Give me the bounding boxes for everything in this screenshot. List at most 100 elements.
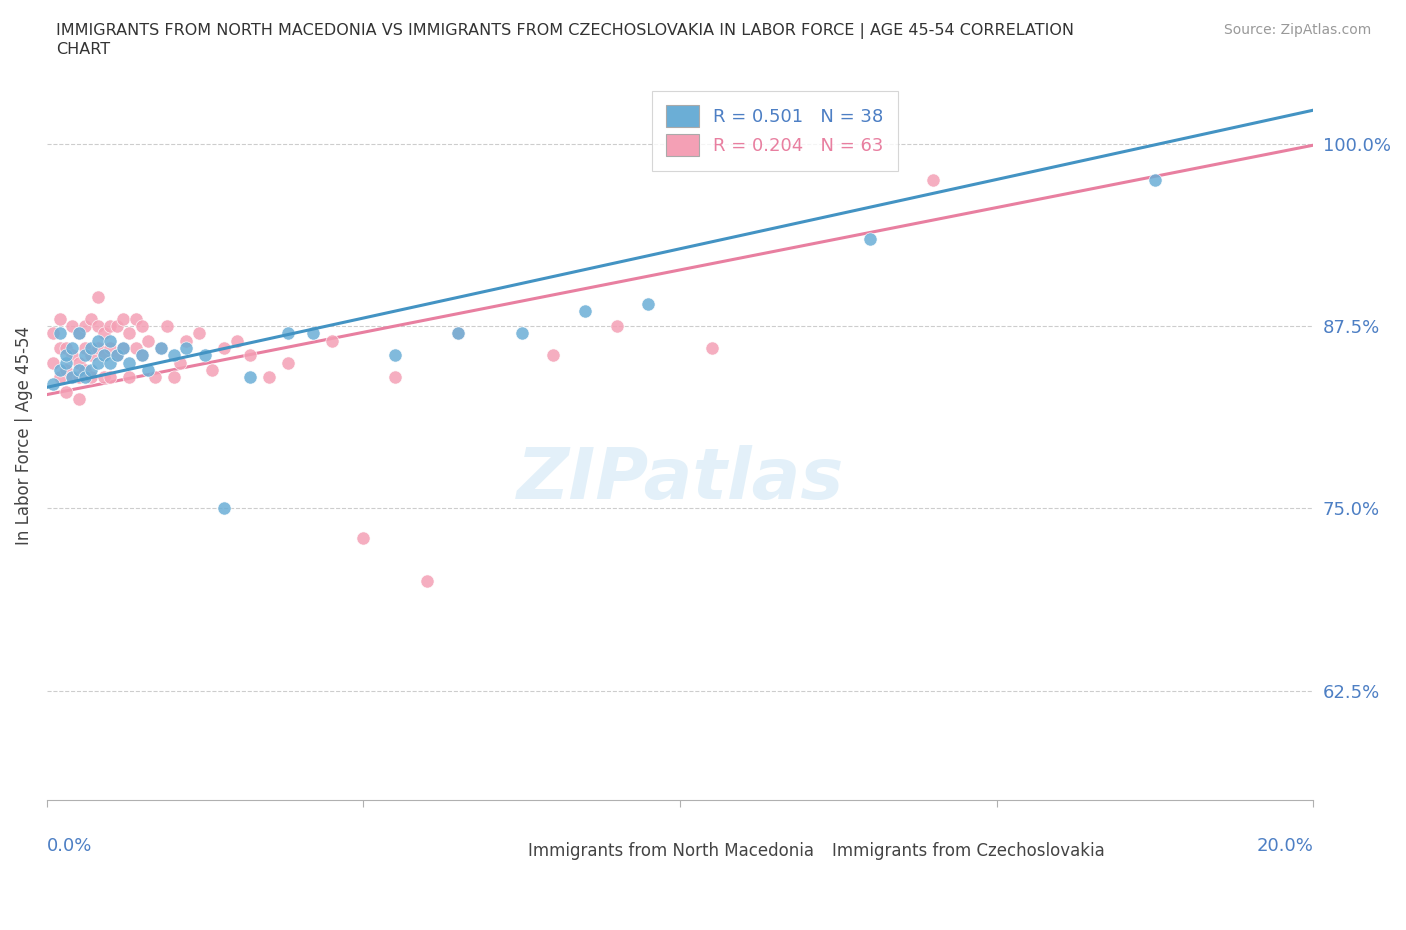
Point	[276, 326, 298, 340]
Point	[67, 392, 90, 406]
Point	[55, 363, 77, 378]
Point	[124, 312, 146, 326]
Point	[80, 363, 103, 378]
Point	[447, 326, 470, 340]
Point	[98, 333, 121, 348]
Legend: R = 0.501   N = 38, R = 0.204   N = 63: R = 0.501 N = 38, R = 0.204 N = 63	[652, 91, 898, 171]
Point	[124, 340, 146, 355]
Point	[162, 348, 184, 363]
Point	[67, 355, 90, 370]
Point	[98, 355, 121, 370]
Point	[637, 297, 659, 312]
Point	[55, 340, 77, 355]
Point	[321, 333, 343, 348]
Point	[136, 363, 159, 378]
Point	[55, 355, 77, 370]
Point	[86, 289, 108, 304]
Point	[416, 574, 439, 589]
Point	[73, 369, 96, 384]
Point	[93, 348, 115, 363]
Point	[859, 231, 882, 246]
Point	[118, 369, 141, 384]
Point	[922, 173, 945, 188]
Point	[510, 326, 533, 340]
Text: Source: ZipAtlas.com: Source: ZipAtlas.com	[1223, 23, 1371, 37]
Point	[60, 348, 83, 363]
Point	[143, 369, 166, 384]
Point	[384, 369, 406, 384]
Point	[86, 319, 108, 334]
Point	[225, 333, 247, 348]
Point	[80, 312, 103, 326]
Point	[67, 326, 90, 340]
Point	[162, 369, 184, 384]
Text: CHART: CHART	[56, 42, 110, 57]
Point	[131, 348, 153, 363]
Point	[574, 304, 596, 319]
Point	[131, 319, 153, 334]
Point	[276, 355, 298, 370]
Point	[606, 319, 628, 334]
Point	[105, 319, 128, 334]
Point	[111, 312, 134, 326]
Point	[1143, 173, 1166, 188]
Point	[238, 369, 260, 384]
Point	[48, 369, 70, 384]
Text: ZIPatlas: ZIPatlas	[516, 445, 844, 513]
Point	[149, 340, 172, 355]
Point	[80, 348, 103, 363]
FancyBboxPatch shape	[465, 839, 516, 860]
Point	[86, 333, 108, 348]
Point	[187, 326, 209, 340]
Point	[48, 326, 70, 340]
Point	[73, 340, 96, 355]
Point	[174, 340, 197, 355]
Text: IMMIGRANTS FROM NORTH MACEDONIA VS IMMIGRANTS FROM CZECHOSLOVAKIA IN LABOR FORCE: IMMIGRANTS FROM NORTH MACEDONIA VS IMMIG…	[56, 23, 1074, 39]
Point	[55, 384, 77, 399]
Point	[200, 363, 222, 378]
Point	[384, 348, 406, 363]
Point	[105, 348, 128, 363]
Point	[156, 319, 179, 334]
Point	[136, 333, 159, 348]
Point	[98, 340, 121, 355]
FancyBboxPatch shape	[782, 839, 832, 860]
Point	[111, 340, 134, 355]
Point	[98, 319, 121, 334]
Point	[194, 348, 217, 363]
Point	[169, 355, 191, 370]
Point	[67, 363, 90, 378]
Y-axis label: In Labor Force | Age 45-54: In Labor Force | Age 45-54	[15, 326, 32, 545]
Point	[93, 348, 115, 363]
Point	[700, 340, 723, 355]
Text: 20.0%: 20.0%	[1257, 837, 1313, 855]
Point	[301, 326, 323, 340]
Point	[86, 340, 108, 355]
Point	[238, 348, 260, 363]
Point	[60, 369, 83, 384]
Point	[48, 363, 70, 378]
Point	[111, 340, 134, 355]
Point	[42, 355, 65, 370]
Point	[60, 319, 83, 334]
Point	[55, 348, 77, 363]
Point	[93, 326, 115, 340]
Point	[73, 319, 96, 334]
Point	[80, 369, 103, 384]
Point	[149, 340, 172, 355]
Point	[447, 326, 470, 340]
Point	[118, 355, 141, 370]
Point	[73, 348, 96, 363]
Point	[543, 348, 565, 363]
Point	[67, 369, 90, 384]
Point	[93, 369, 115, 384]
Point	[67, 326, 90, 340]
Point	[48, 312, 70, 326]
Point	[73, 363, 96, 378]
Point	[42, 326, 65, 340]
Point	[42, 377, 65, 392]
Point	[80, 340, 103, 355]
Point	[48, 340, 70, 355]
Point	[353, 530, 375, 545]
Point	[131, 348, 153, 363]
